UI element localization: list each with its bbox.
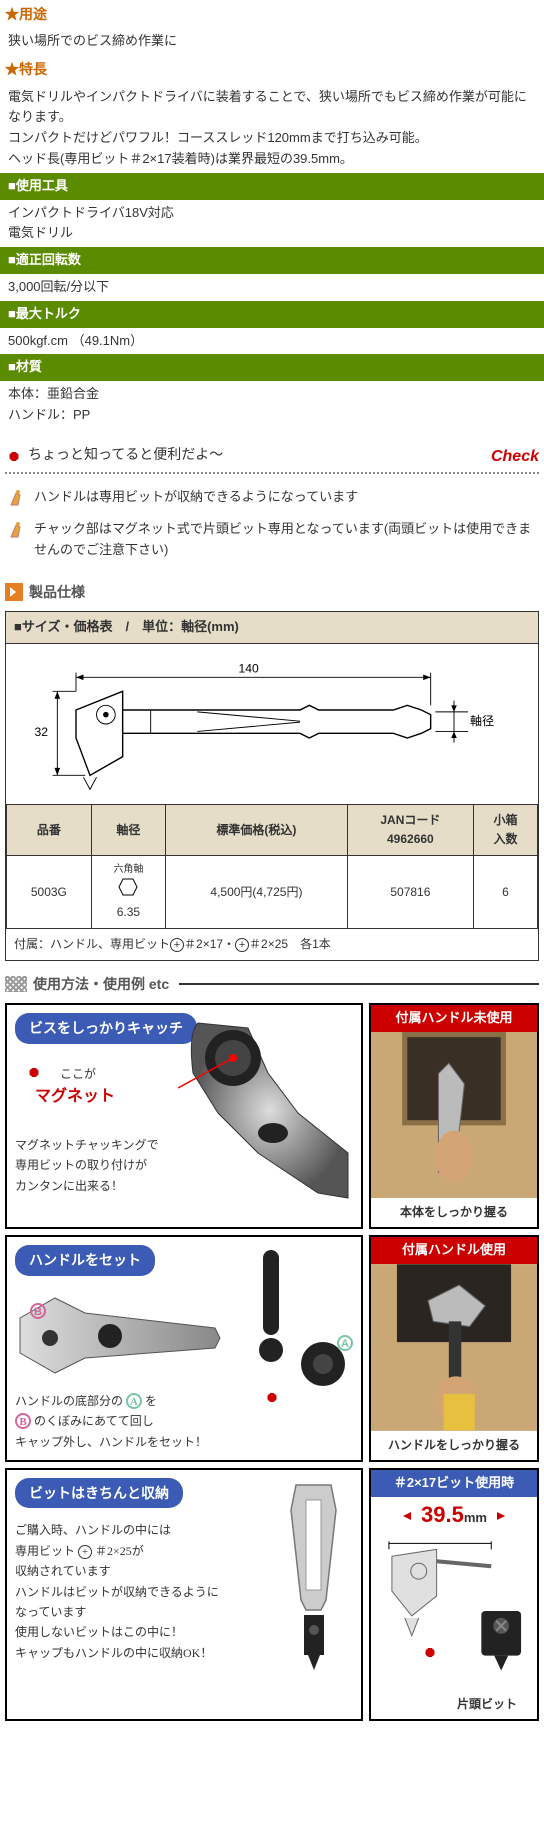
- usage-text: 狭い場所でのビス締め作業に: [0, 28, 544, 55]
- tool-body: インパクトドライバ18V対応 電気ドリル: [0, 200, 544, 248]
- usage-box-magnet: ビスをしっかりキャッチ ここが マグネット マグネットチャッキングで 専用ビット…: [5, 1003, 363, 1229]
- td-price: 4,500円(4,725円): [166, 856, 348, 928]
- material-line: 本体：亜鉛合金: [8, 384, 536, 405]
- photo-header: 付属ハンドル未使用: [371, 1005, 537, 1032]
- pointing-hand-icon: [8, 519, 28, 541]
- tip-item: ハンドルは専用ビットが収納できるようになっています: [5, 482, 539, 514]
- tool-header: ■使用工具: [0, 173, 544, 200]
- tip-text: ハンドルは専用ビットが収納できるようになっています: [34, 487, 358, 508]
- th-qty: 小箱 入数: [473, 805, 537, 856]
- usage-photo-handle: 付属ハンドル使用 ハンドルをしっかり握る: [369, 1235, 539, 1462]
- plus-icon: +: [170, 938, 184, 952]
- usage-section-header: 使用方法・使用例 etc: [5, 973, 539, 995]
- check-label: Check: [491, 444, 539, 470]
- handle-img: [251, 1245, 291, 1365]
- rpm-text: 3,000回転/分以下: [0, 274, 544, 301]
- pill-label: ビスをしっかりキャッチ: [15, 1013, 197, 1043]
- usage-photo-no-handle: 付属ハンドル未使用 本体をしっかり握る: [369, 1003, 539, 1229]
- usage-box-storage: ビットはきちんと収納 ご購入時、ハンドルの中には 専用ビット ＃2×25が専用ビ…: [5, 1468, 363, 1721]
- cap-img: A: [296, 1337, 351, 1392]
- td-jan: 507816: [347, 856, 473, 928]
- plus-icon: +: [235, 938, 249, 952]
- material-header: ■材質: [0, 354, 544, 381]
- td-qty: 6: [473, 856, 537, 928]
- pill-label: ビットはきちんと収納: [15, 1478, 183, 1508]
- usage-bit-size: ＃2×17ビット使用時 39.5mm: [369, 1468, 539, 1721]
- tool-line: インパクトドライバ18V対応: [8, 203, 536, 224]
- spec-title: 製品仕様: [29, 581, 85, 603]
- material-line: ハンドル：PP: [8, 405, 536, 426]
- label-b-icon: B: [15, 1413, 31, 1429]
- divider-line: [179, 983, 539, 985]
- pointing-hand-icon: [8, 487, 28, 509]
- height-label: 32: [35, 725, 49, 739]
- handle-open-img: [276, 1480, 351, 1675]
- label-b-icon: B: [30, 1303, 46, 1319]
- photo-header: 付属ハンドル使用: [371, 1237, 537, 1264]
- storage-desc: ご購入時、ハンドルの中には 専用ビット ＃2×25が専用ビット + ＃2×25が…: [15, 1520, 255, 1663]
- label-a-icon: A: [126, 1393, 142, 1409]
- width-label: 140: [239, 662, 259, 676]
- spec-section-header: 製品仕様: [5, 581, 539, 603]
- usage-row-2: ハンドルをセット A B ハンドルの底部分の A を B のくぼみにあてて回し …: [5, 1235, 539, 1462]
- feature-line: コンパクトだけどパワフル！コーススレッド120mmまで打ち込み可能。: [8, 128, 536, 149]
- photo-header: ＃2×17ビット使用時: [371, 1470, 537, 1497]
- td-shaft: 六角軸 6.35: [91, 856, 165, 928]
- photo-footer: 本体をしっかり握る: [371, 1198, 537, 1227]
- dimension-diagram: 140 32 軸径: [6, 644, 538, 804]
- td-code: 5003G: [7, 856, 92, 928]
- tips-header: ちょっと知ってると便利だよ～ Check: [5, 444, 539, 475]
- material-body: 本体：亜鉛合金 ハンドル：PP: [0, 381, 544, 429]
- plus-icon: +: [78, 1545, 92, 1559]
- tool-line: 電気ドリル: [8, 223, 536, 244]
- size-value: 39.5mm: [371, 1497, 537, 1532]
- tool-side-img: B: [15, 1288, 225, 1383]
- tip-text: チャック部はマグネット式で片頭ビット専用となっています(両頭ビットは使用できませ…: [34, 519, 536, 561]
- tips-title: ちょっと知ってると便利だよ～: [28, 445, 491, 467]
- bit-diagram: [371, 1532, 537, 1690]
- handle-desc: ハンドルの底部分の A を B のくぼみにあてて回し キャップ外し、ハンドルをセ…: [15, 1391, 353, 1452]
- mascot-icon: [421, 1640, 439, 1665]
- tool-photo: [178, 1013, 353, 1203]
- usage-row-1: ビスをしっかりキャッチ ここが マグネット マグネットチャッキングで 専用ビット…: [5, 1003, 539, 1229]
- feature-line: ヘッド長(専用ビット＃2×17装着時)は業界最短の39.5mm。: [8, 149, 536, 170]
- feature-line: 電気ドリルやインパクトドライバに装着することで、狭い場所でもビス締め作業が可能に…: [8, 87, 536, 129]
- spec-note: 付属：ハンドル、専用ビット+＃2×17・+＃2×25 各1本: [6, 929, 538, 960]
- spec-table: 品番 軸径 標準価格(税込) JANコード 4962660 小箱 入数 5003…: [6, 804, 538, 929]
- tip-item: チャック部はマグネット式で片頭ビット専用となっています(両頭ビットは使用できませ…: [5, 514, 539, 566]
- shaft-label: 軸径: [470, 714, 494, 728]
- usage-title: 使用方法・使用例 etc: [33, 973, 169, 995]
- th-price: 標準価格(税込): [166, 805, 348, 856]
- photo-area: [371, 1032, 537, 1198]
- usage-row-3: ビットはきちんと収納 ご購入時、ハンドルの中には 専用ビット ＃2×25が専用ビ…: [5, 1468, 539, 1721]
- usage-box-handle: ハンドルをセット A B ハンドルの底部分の A を B のくぼみにあてて回し …: [5, 1235, 363, 1462]
- th-code: 品番: [7, 805, 92, 856]
- usage-header: 用途: [0, 0, 544, 28]
- torque-text: 500kgf.cm （49.1Nm）: [0, 328, 544, 355]
- th-jan: JANコード 4962660: [347, 805, 473, 856]
- feature-header: 特長: [0, 55, 544, 83]
- th-shaft: 軸径: [91, 805, 165, 856]
- pill-label: ハンドルをセット: [15, 1245, 155, 1275]
- spec-table-title: ■サイズ・価格表 / 単位：軸径(mm): [6, 612, 538, 644]
- torque-header: ■最大トルク: [0, 301, 544, 328]
- arrow-icon: [5, 583, 23, 601]
- mascot-icon: [25, 1060, 43, 1085]
- photo-area: [371, 1264, 537, 1431]
- photo-footer: ハンドルをしっかり握る: [371, 1431, 537, 1460]
- chevron-icon: [5, 976, 27, 992]
- spec-box: ■サイズ・価格表 / 単位：軸径(mm) 140 3: [5, 611, 539, 961]
- bit-label: 片頭ビット: [371, 1690, 537, 1719]
- rpm-header: ■適正回転数: [0, 247, 544, 274]
- tips-section: ちょっと知ってると便利だよ～ Check ハンドルは専用ビットが収納できるように…: [5, 444, 539, 566]
- mascot-icon: [5, 444, 23, 469]
- feature-text: 電気ドリルやインパクトドライバに装着することで、狭い場所でもビス締め作業が可能に…: [0, 84, 544, 173]
- mascot-icon: [263, 1385, 281, 1410]
